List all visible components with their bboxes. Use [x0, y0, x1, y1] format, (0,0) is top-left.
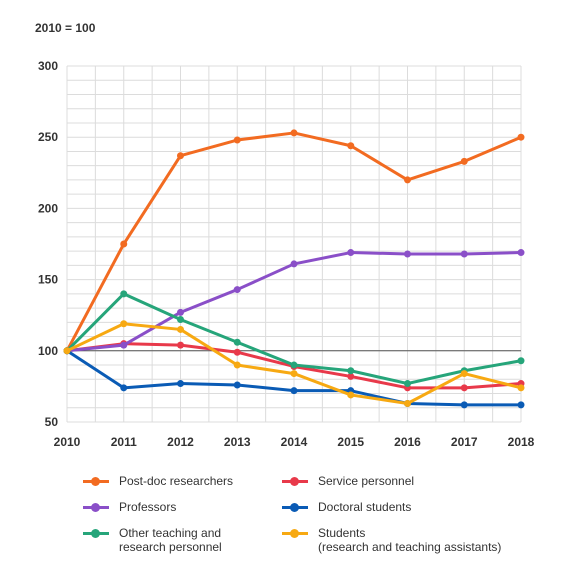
legend-label: Service personnel: [318, 474, 415, 488]
data-point: [290, 260, 298, 268]
x-tick-label: 2013: [224, 435, 251, 449]
data-point: [517, 357, 525, 365]
data-point: [120, 384, 128, 392]
x-tick-label: 2015: [337, 435, 364, 449]
legend-label: Other teaching and research personnel: [119, 526, 222, 554]
x-tick-label: 2012: [167, 435, 194, 449]
legend-label: Post-doc researchers: [119, 474, 234, 488]
x-axis-ticks: 2010 2011 2012 2013 2014 2015 2016 2017 2018: [54, 435, 535, 449]
data-point: [177, 380, 184, 388]
y-tick-label: 200: [38, 201, 58, 215]
series-5: [63, 320, 525, 407]
data-point: [347, 142, 355, 150]
data-point: [177, 152, 184, 160]
data-point: [233, 381, 241, 389]
data-point: [460, 157, 468, 165]
data-point: [460, 384, 468, 392]
data-point: [233, 286, 241, 294]
x-tick-label: 2017: [451, 435, 478, 449]
data-point: [404, 380, 411, 388]
legend-swatch: [83, 474, 109, 488]
legend-item: Doctoral students: [282, 500, 411, 514]
grid: [66, 65, 522, 423]
data-point: [177, 341, 184, 349]
legend-label: Students (research and teaching assistan…: [318, 526, 502, 554]
legend-swatch: [282, 500, 308, 514]
data-point: [347, 249, 355, 257]
data-point: [460, 250, 468, 258]
data-point: [120, 240, 128, 248]
data-point: [517, 401, 525, 409]
x-tick-label: 2016: [394, 435, 421, 449]
data-point: [290, 129, 298, 137]
data-point: [460, 401, 468, 409]
data-point: [347, 367, 355, 375]
data-point: [404, 176, 411, 184]
data-point: [233, 338, 241, 346]
data-point: [177, 308, 184, 316]
x-tick-label: 2014: [281, 435, 308, 449]
data-point: [517, 249, 525, 257]
legend-label: Doctoral students: [318, 500, 412, 514]
data-point: [404, 250, 411, 258]
data-point: [517, 133, 525, 141]
y-tick-label: 300: [38, 59, 58, 73]
legend-item: Professors: [83, 500, 176, 514]
data-point: [347, 391, 355, 399]
legend-item: Post-doc researchers: [83, 474, 233, 488]
data-point: [517, 384, 525, 392]
y-tick-label: 50: [45, 415, 59, 429]
data-point: [460, 370, 468, 378]
legend-swatch: [83, 526, 109, 540]
data-point: [120, 341, 128, 349]
series-group: [63, 129, 525, 409]
unit-note: 2010 = 100: [35, 21, 96, 35]
data-point: [233, 361, 241, 369]
legend-label: Professors: [119, 500, 177, 514]
legend-item: Students (research and teaching assistan…: [282, 526, 501, 554]
legend-swatch: [282, 474, 308, 488]
legend-swatch: [282, 526, 308, 540]
x-tick-label: 2011: [111, 435, 137, 449]
data-point: [290, 387, 298, 395]
data-point: [120, 320, 128, 328]
y-tick-label: 250: [38, 130, 58, 144]
y-tick-label: 150: [38, 273, 58, 287]
data-point: [290, 361, 298, 369]
legend-swatch: [83, 500, 109, 514]
y-tick-label: 100: [38, 344, 58, 358]
data-point: [233, 136, 241, 144]
legend-item: Other teaching and research personnel: [83, 526, 222, 554]
legend-item: Service personnel: [282, 474, 414, 488]
y-axis-ticks: 50 100 150 200 250 300: [38, 59, 58, 429]
data-point: [233, 348, 241, 356]
data-point: [63, 347, 71, 355]
x-tick-label: 2018: [508, 435, 535, 449]
data-point: [290, 370, 298, 378]
data-point: [177, 325, 184, 333]
data-point: [120, 290, 128, 298]
data-point: [177, 315, 184, 323]
x-tick-label: 2010: [54, 435, 81, 449]
data-point: [347, 372, 355, 380]
data-point: [404, 399, 411, 407]
